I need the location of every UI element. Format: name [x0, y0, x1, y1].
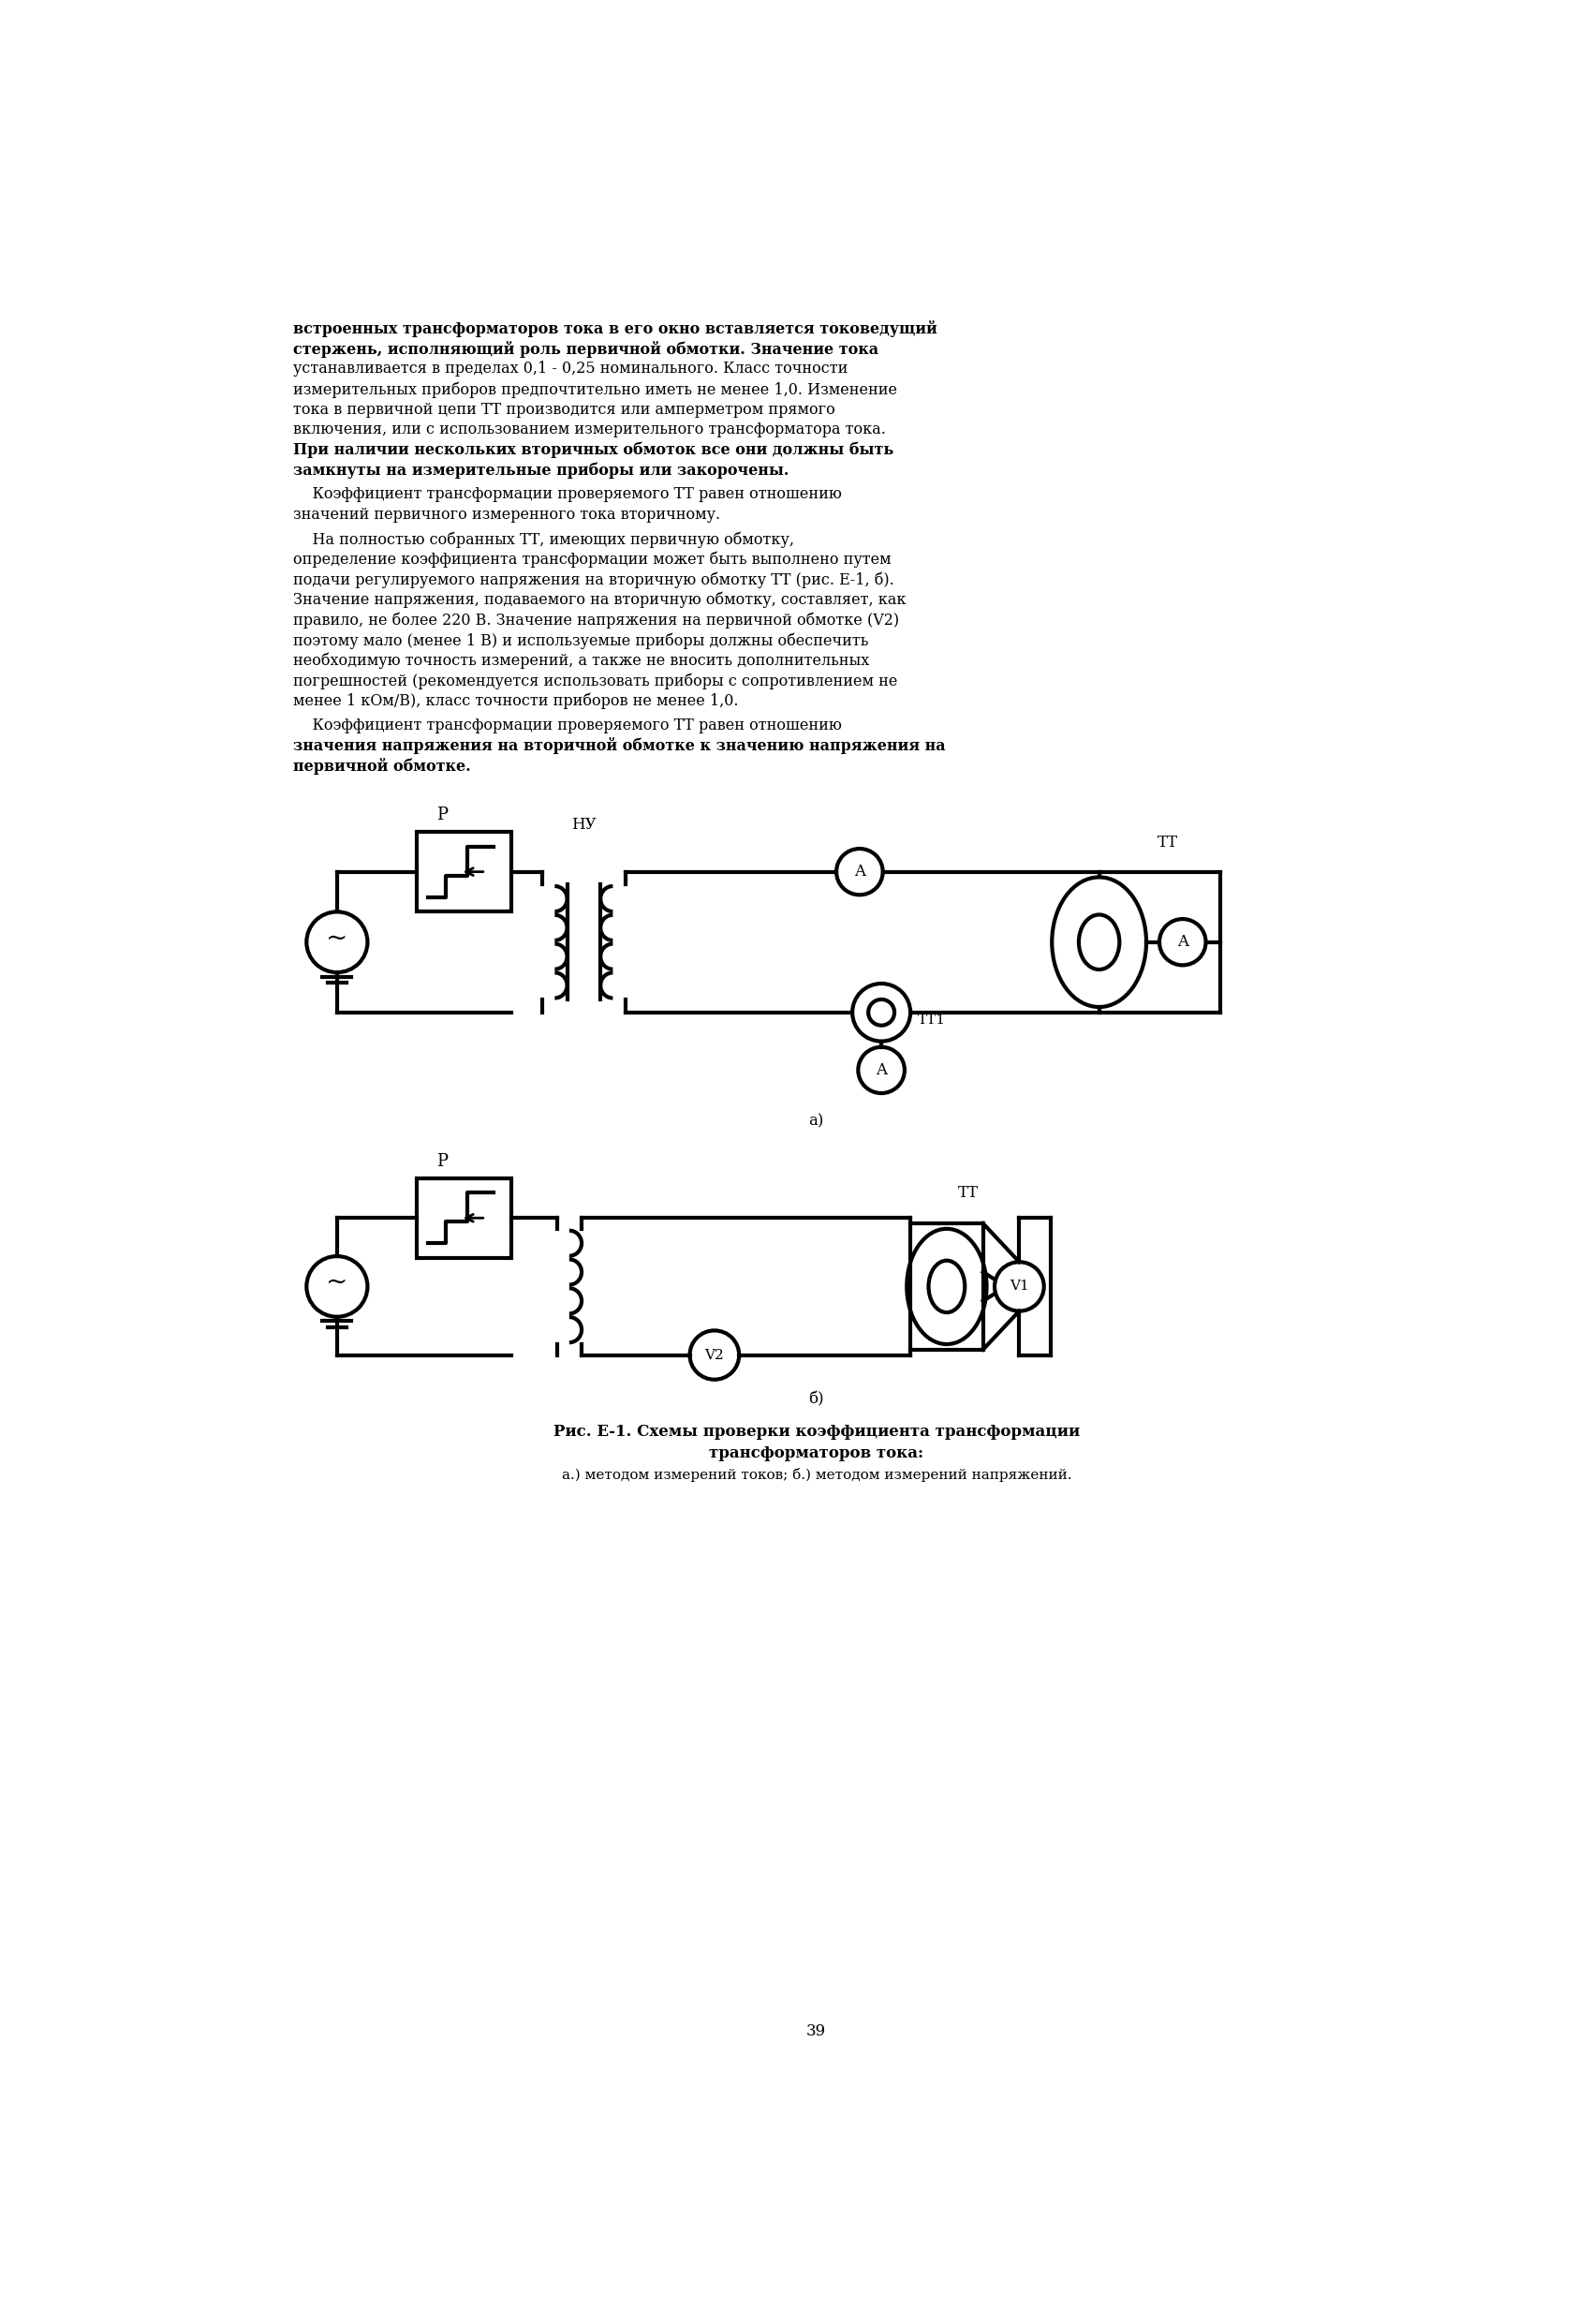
Text: A: A	[1177, 934, 1188, 951]
Text: V1: V1	[1010, 1281, 1029, 1292]
Text: определение коэффициента трансформации может быть выполнено путем: определение коэффициента трансформации м…	[293, 551, 892, 567]
Text: значения напряжения на вторичной обмотке к значению напряжения на: значения напряжения на вторичной обмотке…	[293, 737, 946, 755]
Text: НУ: НУ	[572, 818, 596, 832]
Text: измерительных приборов предпочтительно иметь не менее 1,0. Изменение: измерительных приборов предпочтительно и…	[293, 381, 897, 397]
Bar	[911, 1222, 983, 1350]
Text: устанавливается в пределах 0,1 - 0,25 номинального. Класс точности: устанавливается в пределах 0,1 - 0,25 но…	[293, 360, 847, 376]
Text: A: A	[854, 865, 865, 881]
Text: погрешностей (рекомендуется использовать приборы с сопротивлением не: погрешностей (рекомендуется использовать…	[293, 672, 898, 690]
Text: замкнуты на измерительные приборы или закорочены.: замкнуты на измерительные приборы или за…	[293, 462, 789, 479]
Text: правило, не более 220 В. Значение напряжения на первичной обмотке (V2): правило, не более 220 В. Значение напряж…	[293, 611, 900, 627]
Text: ~: ~	[327, 1271, 347, 1294]
Text: ТТ: ТТ	[957, 1185, 978, 1202]
Text: Коэффициент трансформации проверяемого ТТ равен отношению: Коэффициент трансформации проверяемого Т…	[293, 486, 843, 502]
Text: ТТ1: ТТ1	[918, 1013, 946, 1027]
Text: Рис. Е-1. Схемы проверки коэффициента трансформации
трансформаторов тока:: Рис. Е-1. Схемы проверки коэффициента тр…	[553, 1425, 1080, 1462]
Text: ~: ~	[327, 925, 347, 951]
Text: Р: Р	[436, 806, 448, 823]
Text: б): б)	[809, 1392, 824, 1406]
Text: V2: V2	[704, 1348, 725, 1362]
Text: 39: 39	[806, 2024, 825, 2040]
Text: необходимую точность измерений, а также не вносить дополнительных: необходимую точность измерений, а также …	[293, 653, 870, 669]
Text: менее 1 кОм/В), класс точности приборов не менее 1,0.: менее 1 кОм/В), класс точности приборов …	[293, 693, 739, 709]
Text: значений первичного измеренного тока вторичному.: значений первичного измеренного тока вто…	[293, 507, 720, 523]
Text: включения, или с использованием измерительного трансформатора тока.: включения, или с использованием измерите…	[293, 421, 886, 437]
Text: поэтому мало (менее 1 В) и используемые приборы должны обеспечить: поэтому мало (менее 1 В) и используемые …	[293, 632, 868, 648]
Text: а): а)	[809, 1113, 824, 1129]
Text: встроенных трансформаторов тока в его окно вставляется токоведущий: встроенных трансформаторов тока в его ок…	[293, 321, 938, 337]
Text: стержень, исполняющий роль первичной обмотки. Значение тока: стержень, исполняющий роль первичной обм…	[293, 342, 879, 358]
Text: На полностью собранных ТТ, имеющих первичную обмотку,: На полностью собранных ТТ, имеющих перви…	[293, 532, 795, 548]
Bar	[417, 1178, 511, 1257]
Text: подачи регулируемого напряжения на вторичную обмотку ТТ (рис. Е-1, б).: подачи регулируемого напряжения на втори…	[293, 572, 895, 588]
Text: Р: Р	[436, 1153, 448, 1169]
Text: первичной обмотке.: первичной обмотке.	[293, 758, 472, 774]
Text: ТТ: ТТ	[1157, 834, 1177, 851]
Text: При наличии нескольких вторичных обмоток все они должны быть: При наличии нескольких вторичных обмоток…	[293, 442, 894, 458]
Text: а.) методом измерений токов; б.) методом измерений напряжений.: а.) методом измерений токов; б.) методом…	[561, 1469, 1072, 1483]
Bar	[417, 832, 511, 911]
Text: A: A	[876, 1062, 887, 1078]
Text: Коэффициент трансформации проверяемого ТТ равен отношению: Коэффициент трансформации проверяемого Т…	[293, 718, 843, 734]
Text: тока в первичной цепи ТТ производится или амперметром прямого: тока в первичной цепи ТТ производится ил…	[293, 402, 835, 418]
Text: Значение напряжения, подаваемого на вторичную обмотку, составляет, как: Значение напряжения, подаваемого на втор…	[293, 593, 906, 609]
